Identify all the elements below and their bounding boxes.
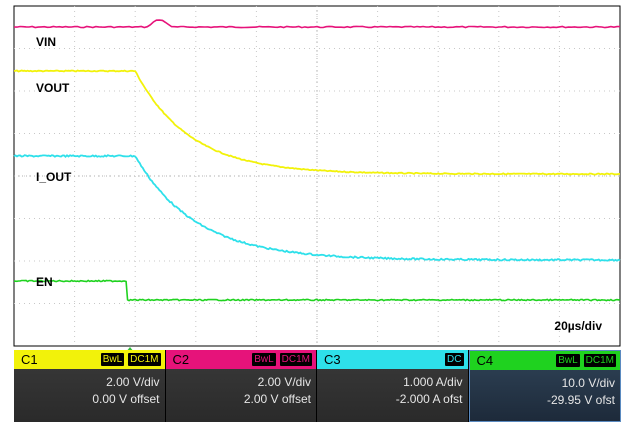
channel-c3-name: C3 (320, 352, 345, 367)
channel-panel: C1 BwL DC1M 2.00 V/div 0.00 V offset C2 … (14, 350, 621, 422)
traces (13, 19, 621, 302)
trace-label-vin: VIN (36, 35, 56, 49)
channel-c2-tag-coupling: DC1M (278, 352, 313, 367)
channel-c1-offset: 0.00 V offset (92, 392, 160, 406)
channel-c2-scale: 2.00 V/div (257, 375, 311, 389)
trace-i-out (13, 154, 621, 262)
channel-c1-header: C1 BwL DC1M (14, 350, 165, 369)
channel-c1-tag-bwl: BwL (99, 352, 126, 367)
channel-c3[interactable]: C3 DC 1.000 A/div -2.000 A ofst (317, 350, 469, 422)
channel-c3-offset: -2.000 A ofst (395, 392, 463, 406)
channel-c4-tag-bwl: BwL (555, 353, 581, 368)
channel-c3-tag-coupling: DC (444, 352, 465, 367)
channel-c4[interactable]: C4 BwL DC1M 10.0 V/div -29.95 V ofst (468, 350, 621, 422)
trace-vin (13, 19, 620, 29)
trace-label-vout: VOUT (36, 81, 70, 95)
timebase-label: 20µs/div (554, 319, 602, 333)
trace-label-i-out: I_OUT (36, 170, 72, 184)
channel-c4-offset: -29.95 V ofst (546, 393, 615, 407)
channel-c2-offset: 2.00 V offset (243, 392, 311, 406)
channel-c3-header: C3 DC (317, 350, 468, 369)
trace-label-en: EN (36, 275, 53, 289)
channel-c4-header: C4 BwL DC1M (469, 351, 620, 370)
channel-c2[interactable]: C2 BwL DC1M 2.00 V/div 2.00 V offset (165, 350, 317, 422)
channel-c1[interactable]: C1 BwL DC1M 2.00 V/div 0.00 V offset (14, 350, 166, 422)
channel-c3-scale: 1.000 A/div (403, 375, 463, 389)
trace-en (13, 279, 621, 302)
channel-c4-name: C4 (472, 353, 498, 368)
channel-c2-name: C2 (168, 352, 194, 367)
channel-c1-tag-coupling: DC1M (127, 352, 162, 367)
trace-vout (13, 69, 620, 176)
channel-c4-scale: 10.0 V/div (561, 376, 615, 390)
channel-c2-header: C2 BwL DC1M (165, 350, 316, 369)
channel-c2-tag-bwl: BwL (251, 352, 277, 367)
channel-c1-scale: 2.00 V/div (106, 375, 160, 389)
channel-c4-tag-coupling: DC1M (582, 353, 617, 368)
channel-c1-name: C1 (17, 352, 42, 367)
